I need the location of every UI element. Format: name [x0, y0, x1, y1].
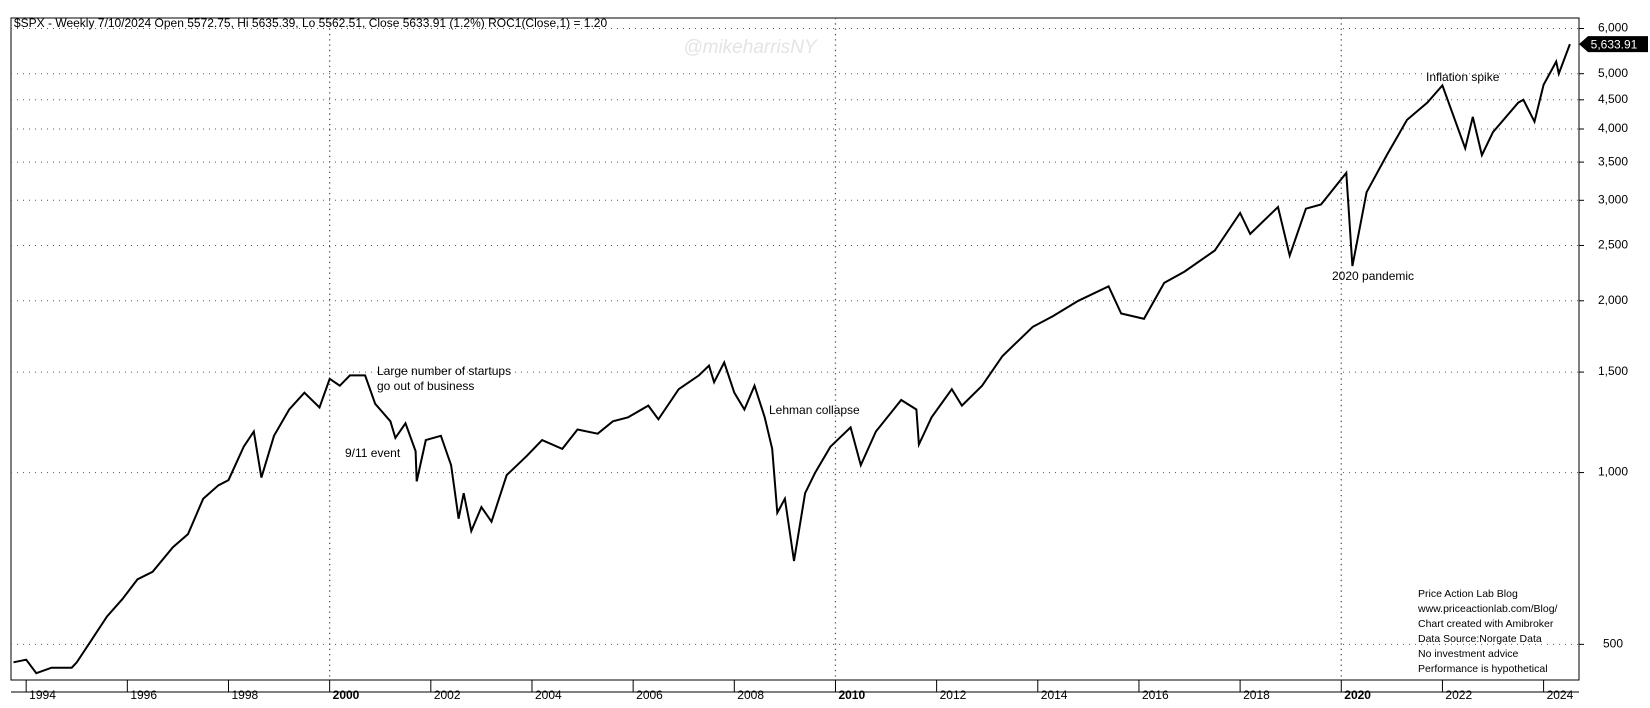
chart-title: $SPX - Weekly 7/10/2024 Open 5572.75, Hi…: [14, 16, 607, 30]
y-tick-label: 2,000: [1598, 293, 1628, 307]
y-tick-label: 1,000: [1598, 465, 1628, 479]
price-line: [13, 43, 1571, 675]
x-tick-label: 2006: [636, 688, 663, 702]
x-tick-label: 2002: [434, 688, 461, 702]
y-tick-label: 500: [1603, 637, 1623, 651]
note: Chart created with Amibroker: [1418, 618, 1554, 630]
note: Performance is hypothetical: [1418, 663, 1548, 675]
annotation: go out of business: [377, 379, 474, 393]
y-tick-label: 4,500: [1598, 92, 1628, 106]
y-tick-label: 6,000: [1598, 21, 1628, 35]
x-tick-label: 2012: [940, 688, 967, 702]
x-tick-label: 1998: [231, 688, 258, 702]
x-tick-label: 2022: [1445, 688, 1472, 702]
x-tick-label: 2000: [333, 688, 360, 702]
x-tick-label: 1994: [29, 688, 56, 702]
x-tick-label: 2020: [1344, 688, 1371, 702]
annotation: Lehman collapse: [769, 403, 860, 417]
watermark: @mikeharrisNY: [683, 37, 818, 58]
y-tick-label: 4,000: [1598, 121, 1628, 135]
y-tick-label: 5,000: [1598, 66, 1628, 80]
annotation: 2020 pandemic: [1332, 269, 1414, 283]
x-tick-label: 2024: [1547, 688, 1574, 702]
plot-frame: [10, 17, 1580, 681]
y-tick-label: 3,000: [1598, 192, 1628, 206]
x-tick-label: 2018: [1243, 688, 1270, 702]
x-tick-label: 2016: [1142, 688, 1169, 702]
y-tick-label: 3,500: [1598, 154, 1628, 168]
y-tick-label: 2,500: [1598, 238, 1628, 252]
note: Data Source:Norgate Data: [1418, 633, 1542, 645]
annotation: Inflation spike: [1426, 70, 1500, 84]
x-tick-label: 2010: [838, 688, 865, 702]
note: Price Action Lab Blog: [1418, 588, 1518, 600]
x-tick-label: 2008: [737, 688, 764, 702]
last-value-label: 5,633.91: [1591, 37, 1638, 51]
last-value-box: [1579, 36, 1648, 53]
annotation: Large number of startups: [377, 364, 511, 378]
note: www.priceactionlab.com/Blog/: [1417, 603, 1558, 615]
x-tick-label: 2004: [535, 688, 562, 702]
x-tick-label: 1996: [130, 688, 157, 702]
y-tick-label: 1,500: [1598, 364, 1628, 378]
x-tick-label: 2014: [1041, 688, 1068, 702]
annotation: 9/11 event: [345, 446, 401, 460]
note: No investment advice: [1418, 648, 1519, 660]
